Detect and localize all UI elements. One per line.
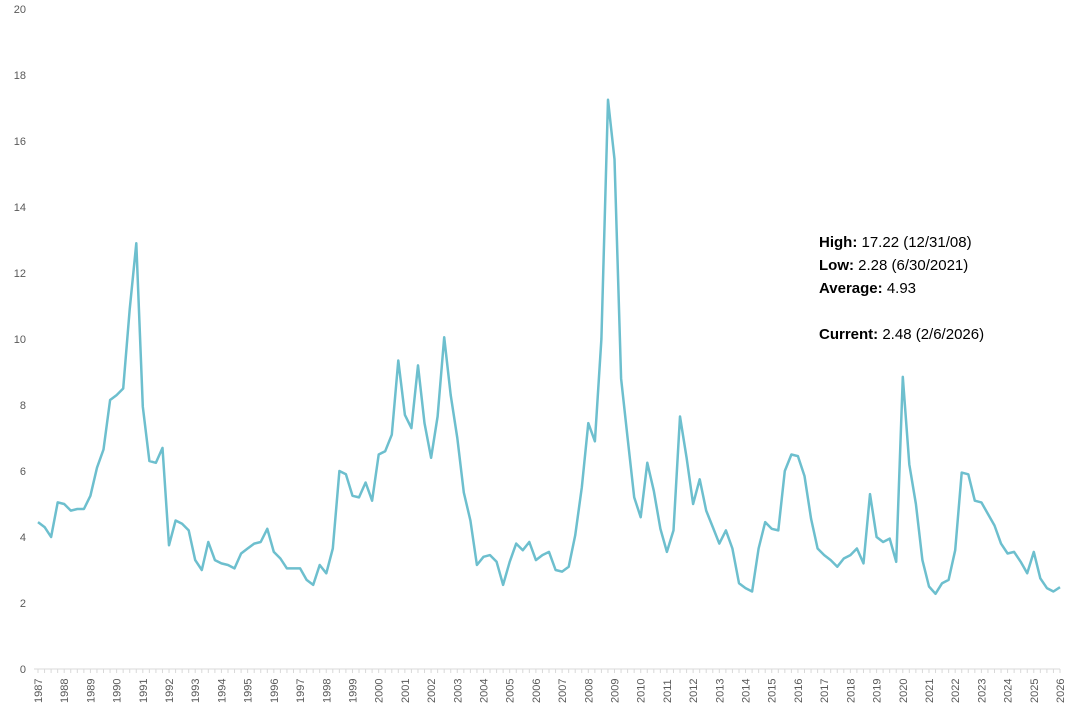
x-tick-label: 2000 xyxy=(374,679,386,703)
x-tick-label: 2010 xyxy=(636,679,648,703)
x-tick-label: 1989 xyxy=(85,679,97,703)
x-tick-label: 1993 xyxy=(190,679,202,703)
x-tick-label: 2022 xyxy=(950,679,962,703)
y-tick-label: 14 xyxy=(14,202,26,214)
x-tick-label: 1988 xyxy=(59,679,71,703)
x-tick-label: 2018 xyxy=(845,679,857,703)
x-tick-label: 2014 xyxy=(741,679,753,703)
y-tick-label: 10 xyxy=(14,334,26,346)
x-tick-label: 2001 xyxy=(400,679,412,703)
x-tick-label: 1992 xyxy=(164,679,176,703)
x-tick-label: 2024 xyxy=(1003,679,1015,703)
x-tick-label: 2017 xyxy=(819,679,831,703)
series-line xyxy=(37,98,1061,596)
x-tick-label: 2003 xyxy=(452,679,464,703)
average-label: Average: xyxy=(819,280,883,297)
y-axis-ticks: 0 2 4 6 8 10 12 14 16 18 20 xyxy=(14,4,26,676)
current-value: 2.48 (2/6/2026) xyxy=(882,326,985,343)
x-tick-label: 1994 xyxy=(216,679,228,703)
current-label: Current: xyxy=(819,326,879,343)
x-tick-label: 2006 xyxy=(531,679,543,703)
x-tick-label: 1996 xyxy=(269,679,281,703)
x-tick-label: 2004 xyxy=(478,679,490,703)
low-label: Low: xyxy=(819,257,854,274)
high-label: High: xyxy=(819,234,858,251)
average-stat: Average: 4.93 xyxy=(819,277,984,300)
x-tick-label: 2026 xyxy=(1055,679,1067,703)
x-tick-label: 2020 xyxy=(898,679,910,703)
x-tick-label: 2015 xyxy=(767,679,779,703)
plot-area xyxy=(37,98,1061,596)
y-tick-label: 16 xyxy=(14,136,26,148)
x-tick-label: 2021 xyxy=(924,679,936,703)
low-value: 2.28 (6/30/2021) xyxy=(858,257,969,274)
x-tick-label: 2008 xyxy=(583,679,595,703)
x-tick-label: 2016 xyxy=(793,679,805,703)
x-tick-label: 1995 xyxy=(243,679,255,703)
low-stat: Low: 2.28 (6/30/2021) xyxy=(819,254,984,277)
x-tick-label: 1990 xyxy=(112,679,124,703)
x-tick-label: 2025 xyxy=(1029,679,1041,703)
x-axis: 1987 1988 1989 1990 1991 1992 1993 1994 1995 1996… xyxy=(33,668,1067,703)
x-tick-label: 1998 xyxy=(321,679,333,703)
y-tick-label: 12 xyxy=(14,268,26,280)
x-tick-label: 2011 xyxy=(662,679,674,703)
x-tick-label: 1987 xyxy=(33,679,45,703)
x-tick-label: 2023 xyxy=(976,679,988,703)
average-value: 4.93 xyxy=(886,280,917,297)
y-tick-label: 4 xyxy=(20,532,26,544)
x-tick-label: 2012 xyxy=(688,679,700,703)
stats-annotation: High: 17.22 (12/31/08) Low: 2.28 (6/30/2… xyxy=(819,231,984,346)
x-tick-label: 2013 xyxy=(714,679,726,703)
current-stat: Current: 2.48 (2/6/2026) xyxy=(819,323,984,346)
x-tick-label: 2005 xyxy=(505,679,517,703)
x-tick-label: 2019 xyxy=(872,679,884,703)
y-tick-label: 20 xyxy=(14,4,26,16)
y-tick-label: 18 xyxy=(14,70,26,82)
y-tick-label: 0 xyxy=(20,664,26,676)
x-tick-label: 1999 xyxy=(347,679,359,703)
y-tick-label: 6 xyxy=(20,466,26,478)
high-value: 17.22 (12/31/08) xyxy=(861,234,972,251)
x-tick-label: 2002 xyxy=(426,679,438,703)
y-tick-label: 8 xyxy=(20,400,26,412)
x-tick-label: 1997 xyxy=(295,679,307,703)
x-tick-label: 2009 xyxy=(610,679,622,703)
x-tick-label: 1991 xyxy=(138,679,150,703)
x-tick-label: 2007 xyxy=(557,679,569,703)
high-stat: High: 17.22 (12/31/08) xyxy=(819,231,984,254)
y-tick-label: 2 xyxy=(20,598,26,610)
